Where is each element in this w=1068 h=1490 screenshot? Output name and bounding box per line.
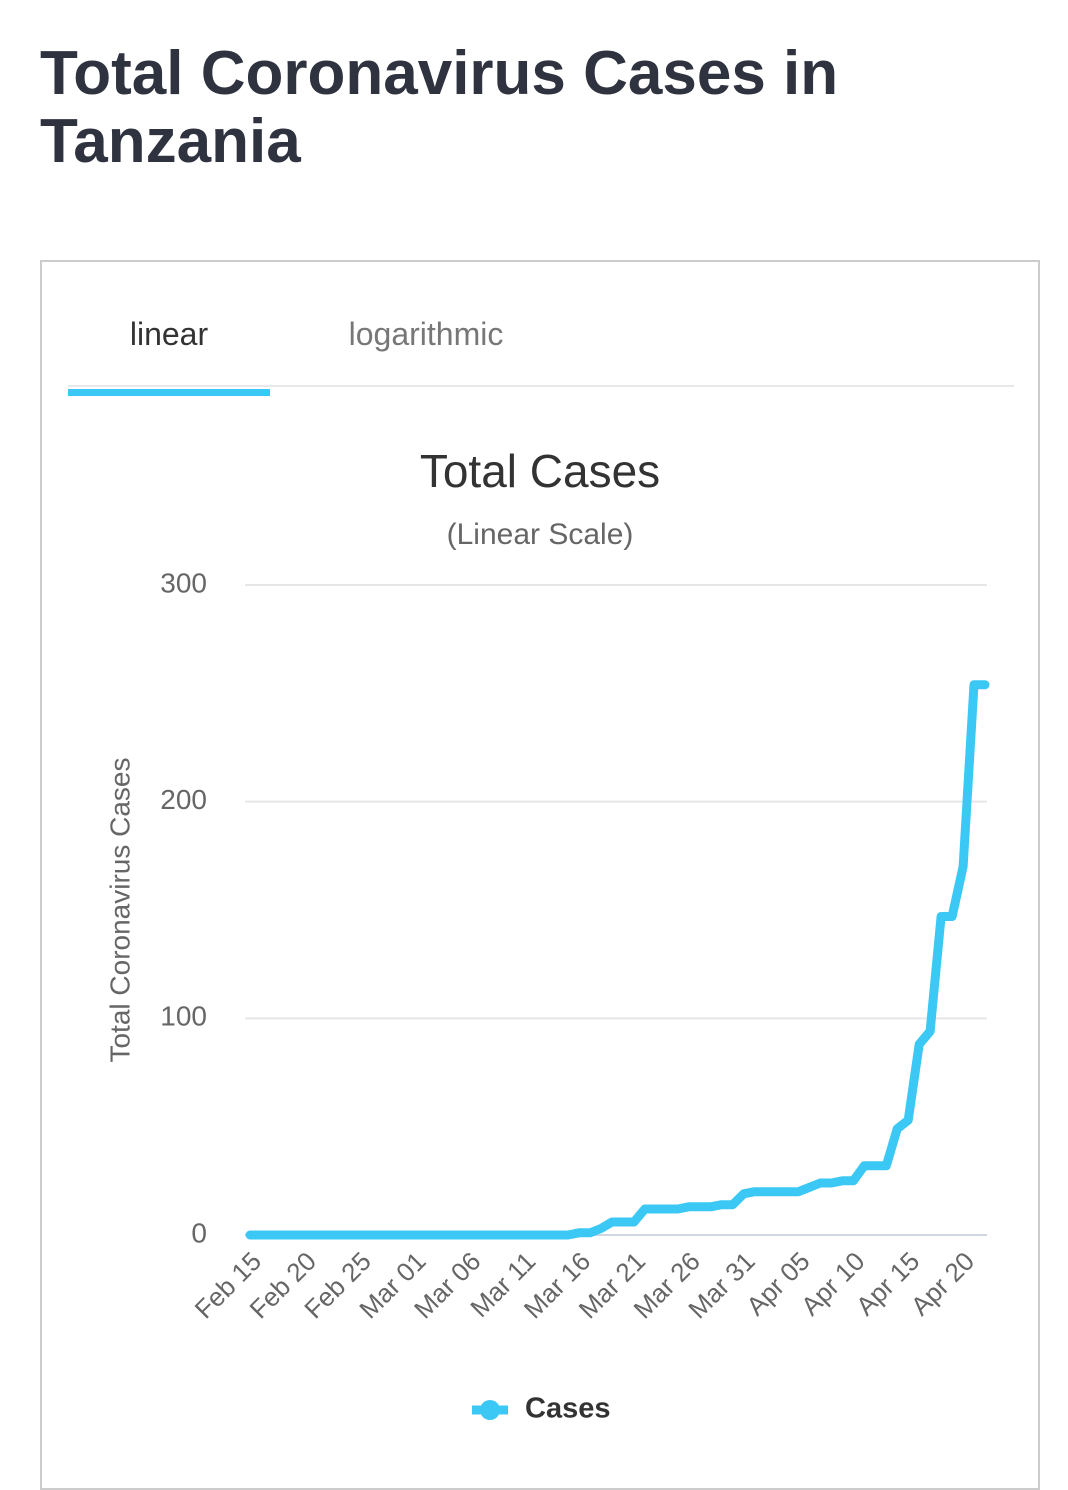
tab-logarithmic[interactable]: logarithmic <box>348 316 504 352</box>
y-tick-label: 300 <box>160 567 207 598</box>
tab-indicator <box>68 389 270 396</box>
series-line <box>245 680 990 1240</box>
y-tick-label: 0 <box>191 1217 207 1248</box>
page-title: Total Coronavirus Cases in Tanzania <box>40 39 839 176</box>
chart-subtitle: (Linear Scale) <box>447 518 634 551</box>
chart-title: Total Cases <box>420 445 660 497</box>
y-axis-label: Total Coronavirus Cases <box>104 757 135 1062</box>
legend-marker <box>480 1400 500 1420</box>
tab-linear[interactable]: linear <box>129 316 209 352</box>
tab-divider <box>68 385 1014 387</box>
x-tick-label: Apr 20 <box>905 1246 980 1321</box>
y-tick-label: 100 <box>160 1001 207 1032</box>
legend-label: Cases <box>525 1393 610 1425</box>
y-tick-label: 200 <box>160 784 207 815</box>
